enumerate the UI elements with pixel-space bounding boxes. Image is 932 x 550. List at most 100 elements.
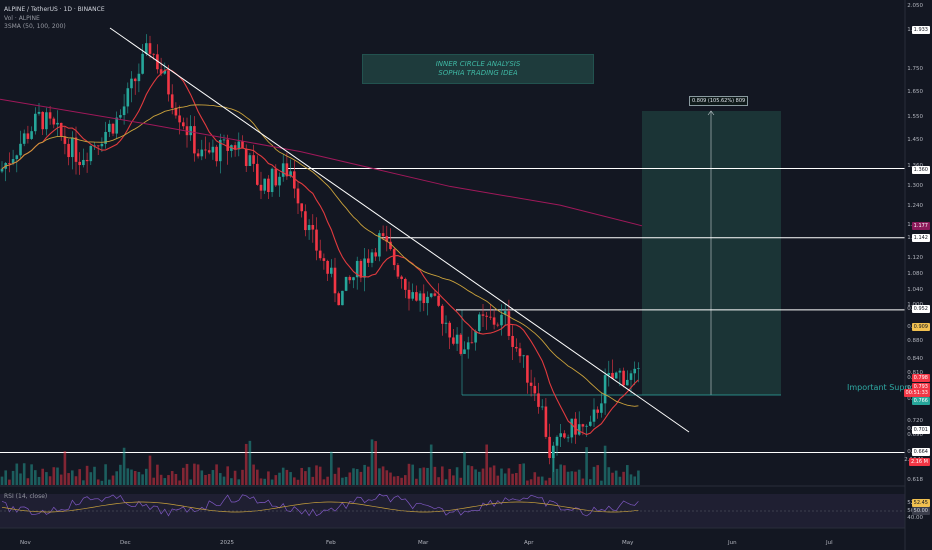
volume-bar [474,469,477,485]
volume-bar [392,476,396,485]
volume-bar [352,468,355,485]
rsi-legend[interactable]: RSI (14, close) [4,493,48,500]
volume-bar [108,479,111,485]
candle-body [637,368,640,369]
candle-body [359,260,363,278]
sma-legend[interactable]: 3SMA (50, 100, 200) [4,23,66,30]
candle-body [45,112,48,130]
candle-body [407,289,411,299]
volume-bar [489,467,492,485]
volume-bar [559,464,562,485]
important-support-label: Important Support [847,383,921,392]
price-axis-label: 1.450 [907,137,923,143]
candle-body [367,258,370,263]
price-axis-label: 1.650 [907,89,923,95]
volume-bar [126,468,130,485]
volume-bar [448,468,451,485]
volume-bar [396,476,400,485]
volume-bar [337,467,340,485]
time-axis-label: Nov [20,540,31,546]
candle-body [559,433,562,437]
volume-bar [400,477,403,485]
volume-bar [333,473,337,485]
candle-body [515,346,518,349]
candle-body [522,355,525,357]
volume-bar [48,476,52,485]
candle-body [352,277,355,281]
candle-body [241,141,244,149]
price-axis-label: 0.720 [907,418,923,424]
candle-body [207,150,211,153]
candle-body [529,382,533,386]
volume-bar [159,474,163,485]
volume-bar [522,463,525,485]
candle-body [200,149,204,157]
candle-body [396,265,400,277]
volume-bar [363,464,366,485]
volume-legend[interactable]: Vol · ALPINE [4,15,40,22]
volume-bar [274,475,278,485]
candle-body [363,258,366,278]
candle-body [270,168,274,193]
rsi-axis-label: 40.00 [907,515,923,521]
candle-body [511,335,514,347]
candle-body [19,143,22,156]
candle-body [381,233,385,237]
volume-bar [96,479,100,485]
volume-bar [26,478,30,485]
volume-bar [359,471,363,485]
volume-bar [189,479,192,485]
candle-body [256,163,259,185]
candle-body [100,143,104,147]
volume-bar [385,470,389,485]
candle-body [167,70,170,95]
candle-body [600,403,603,413]
volume-bar [611,472,614,485]
candle-body [163,70,167,74]
volume-bar [252,464,255,485]
volume-bar [219,473,222,485]
candle-body [130,78,133,89]
candle-body [244,148,248,166]
volume-bar [178,480,181,485]
volume-bar [141,474,144,485]
candle-body [629,373,633,380]
time-axis-label: Apr [524,540,534,546]
volume-bar [507,468,511,485]
volume-bar [167,475,170,485]
volume-bar [589,479,592,485]
volume-bar [37,476,41,485]
volume-bar [215,464,218,485]
volume-bar [518,464,522,485]
volume-bar [444,479,448,485]
price-axis-label: 1.240 [907,203,923,209]
candle-body [318,250,322,259]
volume-bar [19,473,22,485]
symbol-title[interactable]: ALPINE / TetherUS · 1D · BINANCE [4,6,105,13]
volume-bar [256,469,259,485]
candle-body [607,372,611,376]
candle-body [455,334,459,344]
price-tag: 0.952 [911,305,930,313]
candle-body [540,406,544,408]
candle-body [614,372,618,379]
candle-body [74,137,78,162]
price-tag: 00:51:33 [903,389,930,397]
candle-body [141,53,144,74]
volume-bar [259,478,263,485]
target-measure-label: 0.809 (105.62%) 809 [689,96,749,106]
volume-bar [540,476,544,485]
candle-body [278,176,281,186]
volume-bar [0,476,4,485]
volume-bar [433,466,437,485]
volume-bar [11,470,15,485]
volume-bar [185,463,189,485]
price-axis-label: 0.880 [907,338,923,344]
price-tag: 1.177 [911,222,930,230]
candle-body [400,276,403,279]
volume-bar [548,477,551,485]
candle-body [71,137,74,158]
volume-bar [182,467,185,485]
candle-body [189,126,192,136]
